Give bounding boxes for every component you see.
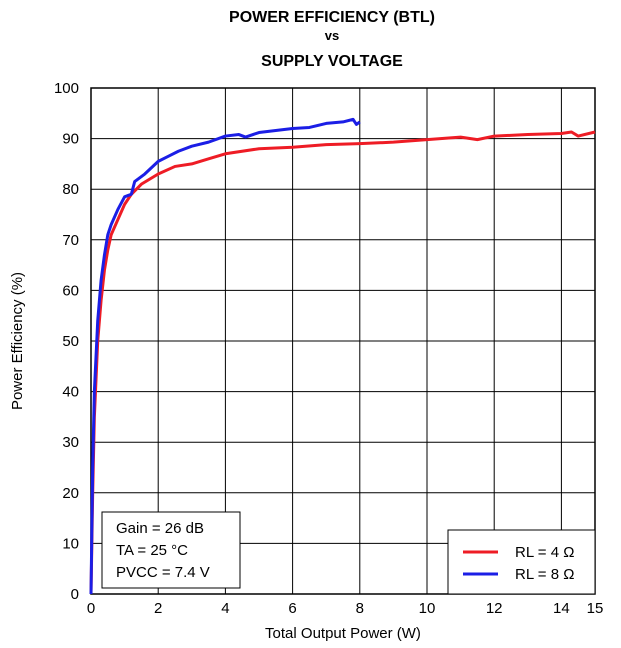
y-tick-label: 70 [62, 232, 79, 249]
y-tick-label: 50 [62, 333, 79, 350]
x-tick-label: 10 [419, 600, 436, 617]
y-tick-label: 20 [62, 485, 79, 502]
annotation: TA = 25 °C [116, 542, 188, 559]
x-tick-label: 6 [288, 600, 296, 617]
y-tick-label: 30 [62, 434, 79, 451]
y-tick-label: 10 [62, 535, 79, 552]
y-tick-label: 100 [54, 80, 79, 97]
annotation: PVCC = 7.4 V [116, 564, 210, 581]
annotation-box [101, 511, 241, 589]
x-tick-label: 8 [356, 600, 364, 617]
chart-title: SUPPLY VOLTAGE [261, 53, 403, 70]
x-tick-label: 4 [221, 600, 229, 617]
x-tick-label: 14 [553, 600, 570, 617]
y-tick-label: 40 [62, 384, 79, 401]
chart-title: POWER EFFICIENCY (BTL) [229, 9, 435, 26]
chart-title: vs [325, 28, 339, 43]
annotation: Gain = 26 dB [116, 520, 204, 537]
data-line [89, 117, 361, 595]
y-tick-label: 80 [62, 181, 79, 198]
x-axis-label: Total Output Power (W) [265, 625, 421, 642]
x-tick-label: 15 [587, 600, 604, 617]
y-axis-label: Power Efficiency (%) [9, 272, 26, 410]
x-tick-label: 12 [486, 600, 503, 617]
x-tick-label: 2 [154, 600, 162, 617]
y-tick-label: 60 [62, 282, 79, 299]
data-line [89, 130, 596, 595]
y-tick-label: 0 [71, 586, 79, 603]
legend-label: RL = 8 Ω [515, 566, 574, 583]
legend-box [447, 529, 596, 595]
legend-label: RL = 4 Ω [515, 544, 574, 561]
plot-frame [90, 87, 596, 595]
x-tick-label: 0 [87, 600, 95, 617]
y-tick-label: 90 [62, 131, 79, 148]
